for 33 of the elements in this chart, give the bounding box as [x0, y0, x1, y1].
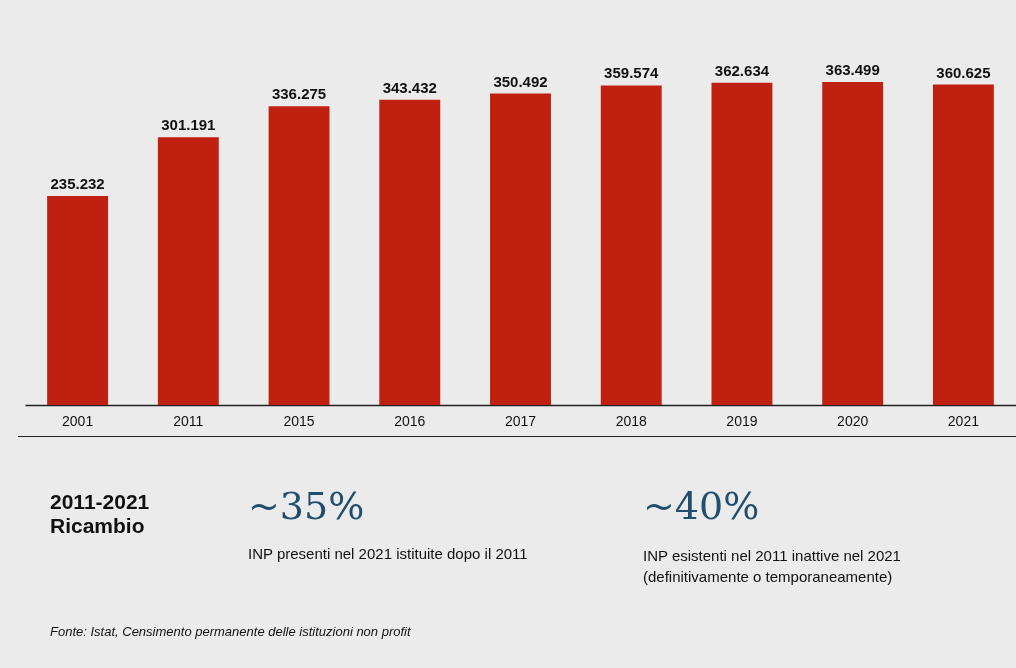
bar — [822, 82, 884, 405]
bar — [157, 137, 219, 405]
data-label: 362.634 — [714, 61, 770, 79]
bar — [490, 93, 551, 405]
data-label: 336.275 — [271, 85, 327, 103]
x-tick-label: 2019 — [726, 412, 758, 429]
text: 2011-2021 Ricambio — [50, 490, 151, 538]
x-tick-label: 2001 — [62, 412, 94, 429]
x-tick-label: 2017 — [504, 412, 537, 429]
text: ~35% — [248, 484, 366, 528]
text: INP presenti nel 2021 istituite dopo il 2011 — [248, 545, 529, 562]
data-label: 343.432 — [382, 78, 437, 96]
text: ~40% — [643, 484, 761, 528]
data-label: 363.499 — [825, 61, 880, 78]
bar — [47, 195, 109, 405]
x-tick-label: 2020 — [837, 412, 869, 429]
data-label: 350.492 — [493, 72, 548, 90]
bar — [932, 84, 994, 405]
source-note: Fonte: Istat, Censimento permanente delle istituzioni non profit — [50, 624, 412, 639]
data-label: 235.232 — [50, 174, 105, 192]
data-label: 301.191 — [161, 116, 216, 134]
x-tick-label: 2018 — [615, 412, 648, 429]
bar — [379, 99, 441, 405]
bar — [711, 82, 773, 405]
text: INP esistenti nel 2011 inattive nel 2021 (definitivamente o temporaneamente) — [643, 546, 902, 587]
bar — [268, 106, 330, 405]
bar — [600, 85, 662, 405]
data-label: 359.574 — [604, 64, 659, 82]
x-tick-label: 2015 — [283, 412, 315, 429]
x-tick-label: 2016 — [394, 412, 426, 429]
x-tick-label: 2011 — [173, 412, 204, 429]
data-label: 360.625 — [936, 63, 991, 81]
x-tick-label: 2021 — [947, 412, 980, 429]
